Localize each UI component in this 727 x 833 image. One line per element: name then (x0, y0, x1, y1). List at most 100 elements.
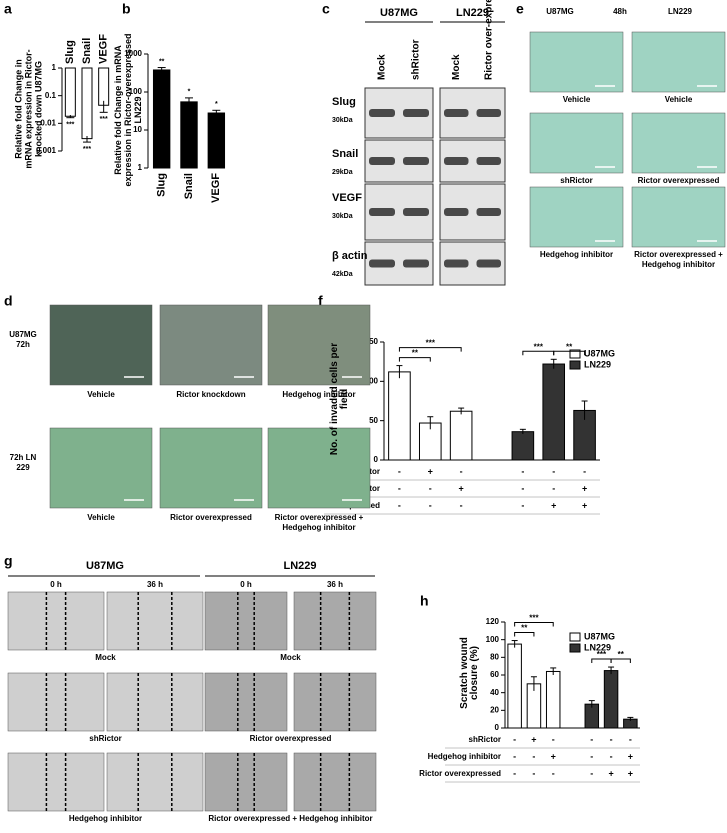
blot-protein: Slug (332, 96, 356, 108)
condition-sign: - (521, 500, 524, 510)
x-tick-label: Snail (81, 38, 93, 64)
significance-label: ** (412, 349, 419, 358)
blot-size: 42kDa (332, 271, 353, 278)
bar (511, 431, 535, 461)
blot-size: 29kDa (332, 169, 353, 176)
y-tick-label: 20 (490, 705, 499, 714)
condition-sign: - (460, 500, 463, 510)
image-caption: shRictor (89, 734, 122, 743)
blot-band (403, 109, 429, 117)
condition-sign: - (590, 734, 593, 744)
condition-sign: - (398, 483, 401, 493)
y-tick-label: 0.001 (36, 146, 57, 155)
bracket (610, 658, 631, 664)
y-tick-label: 0.1 (45, 91, 57, 100)
bar (545, 670, 561, 729)
image-caption: Rictor overexpressed (637, 176, 720, 185)
lane-label: Rictor over-expressed (483, 0, 494, 80)
condition-sign: - (590, 751, 593, 761)
micrograph (49, 427, 153, 509)
y-tick-label: 100 (486, 635, 500, 644)
x-tick-label: Slug (156, 173, 168, 197)
micrograph (267, 304, 371, 386)
legend-label: U87MG (584, 631, 615, 641)
bar (81, 67, 93, 140)
annotation: * (188, 89, 191, 96)
condition-name: Hedgehog inhibitor (428, 752, 501, 761)
condition-sign: + (551, 500, 556, 510)
bar (449, 410, 473, 461)
annotation: ** (159, 58, 165, 65)
time-label: 36 h (327, 580, 343, 589)
time-label: 0 h (240, 580, 252, 589)
bar (152, 69, 171, 169)
micrograph (7, 591, 105, 651)
condition-sign: - (610, 751, 613, 761)
bar (388, 371, 411, 461)
blot-band (369, 259, 395, 268)
condition-sign: - (429, 500, 432, 510)
image-caption: Vehicle (562, 95, 591, 104)
micrograph (204, 591, 288, 651)
blot-band (444, 259, 469, 268)
blot-group: U87MG (380, 7, 418, 19)
panel-letter: c (322, 1, 330, 17)
image-caption: Rictor overexpressed (249, 734, 332, 743)
blot-band (476, 109, 501, 117)
micrograph (204, 672, 288, 732)
panel-letter: h (420, 593, 429, 609)
condition-sign: - (532, 751, 535, 761)
blot-band (444, 157, 469, 165)
significance-label: *** (597, 650, 607, 659)
condition-sign: - (552, 734, 555, 744)
significance-label: ** (521, 624, 528, 633)
y-tick-label: 1 (138, 163, 143, 172)
y-tick-label: 100 (365, 376, 379, 385)
micrograph (267, 427, 371, 509)
condition-sign: + (608, 768, 613, 778)
panel-letter: e (516, 1, 524, 17)
bar (584, 703, 600, 729)
bar (507, 643, 522, 729)
significance-label: ** (566, 342, 573, 351)
time-label: 0 h (50, 580, 62, 589)
panel-e-header: U87MG (546, 7, 574, 16)
blot-band (476, 208, 501, 216)
legend-swatch (569, 632, 581, 642)
image-caption: Hedgehog inhibitor (68, 814, 143, 823)
y-tick-label: 80 (490, 652, 499, 661)
bar (180, 101, 198, 169)
x-tick-label: VEGF (210, 173, 222, 203)
condition-sign: + (551, 751, 556, 761)
micrograph (106, 672, 204, 732)
y-axis-label: Relative fold Change in mRNA expression … (13, 48, 43, 169)
x-tick-label: Slug (64, 40, 76, 64)
blot-band (476, 157, 501, 165)
image-caption: Rictor overexpressed + Hedgehog inhibito… (634, 250, 723, 269)
y-tick-label: 0.01 (40, 118, 56, 127)
image-caption: Vehicle (664, 95, 693, 104)
x-tick-label: VEGF (98, 34, 110, 64)
legend-swatch (569, 349, 581, 359)
image-caption: Vehicle (87, 390, 115, 399)
blot-size: 30kDa (332, 213, 353, 220)
bar (64, 67, 76, 117)
annotation: *** (100, 116, 108, 123)
bracket (522, 350, 555, 356)
condition-sign: + (459, 483, 464, 493)
blot-band (369, 109, 395, 117)
blot-band (403, 259, 429, 268)
legend-label: LN229 (584, 642, 611, 652)
condition-sign: - (552, 483, 555, 493)
micrograph (106, 752, 204, 812)
image-caption: Rictor overexpressed + Hedgehog inhibito… (208, 814, 373, 823)
micrograph (529, 31, 624, 93)
condition-sign: + (628, 751, 633, 761)
condition-sign: + (628, 768, 633, 778)
blot-protein: β actin (332, 250, 368, 262)
blot-group: LN229 (456, 7, 489, 19)
image-caption: Rictor overexpressed (170, 513, 252, 522)
condition-sign: - (629, 734, 632, 744)
blot-protein: VEGF (332, 192, 362, 204)
condition-name: shRictor (469, 735, 501, 744)
